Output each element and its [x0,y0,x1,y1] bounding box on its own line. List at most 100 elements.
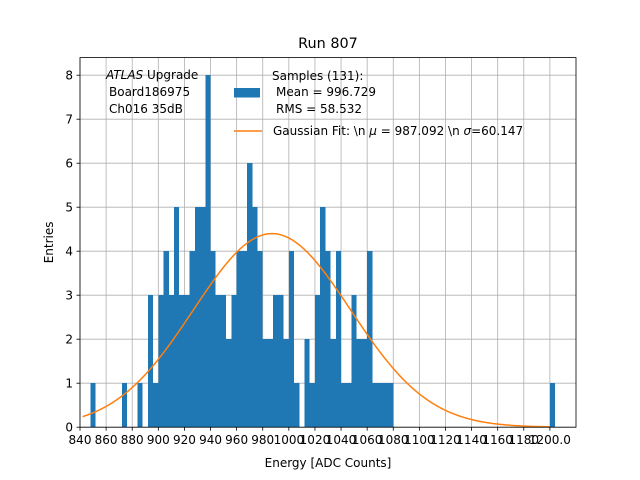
x-tick-label: 1100 [404,433,435,447]
info-annotation: ATLAS Upgrade Board186975 Ch016 35dB [105,68,198,116]
histogram-bar [147,295,154,428]
histogram-bar [382,383,389,428]
histogram-bar [231,295,237,428]
histogram-bar [325,251,331,428]
histogram-bars [90,75,556,428]
legend-fit-suffix: =60.147 [471,124,523,138]
histogram-bar [267,339,274,428]
histogram-bar [257,251,263,428]
histogram-bar [377,383,383,428]
histogram-bar [200,207,206,428]
histogram-bar [179,295,185,428]
gaussian-fit-curve [82,232,550,428]
histogram-bar [90,383,96,428]
y-axis-label: Entries [42,222,56,264]
histogram-bar [121,383,127,428]
annotation-board: Board186975 [109,85,190,99]
x-tick-label: 980 [251,433,274,447]
legend-fit-mid: = 987.092 \n [377,124,464,138]
histogram-bar [356,339,362,428]
x-tick-label: 1000 [274,433,305,447]
histogram-bar [168,295,174,428]
legend-fit-label: Gaussian Fit: \n μ = 987.092 \n σ=60.147 [273,124,523,138]
histogram-bar [330,339,336,428]
y-tick-label: 1 [65,377,73,391]
annotation-line-experiment: ATLAS Upgrade [105,68,198,82]
y-tick-label: 8 [65,69,73,83]
histogram-bar [304,339,310,428]
histogram-bar [549,383,556,428]
histogram-bar [361,339,368,428]
x-tick-label: 920 [173,433,196,447]
histogram-bar [320,207,326,428]
x-tick-label: 1180 [509,433,540,447]
histogram-bar [184,295,190,428]
plot-frame [79,57,577,428]
x-tick-label: 880 [121,433,144,447]
y-tick-label: 5 [65,201,73,215]
histogram-bar [252,207,258,428]
histogram-bar [283,339,289,428]
x-tick-label: 1160 [482,433,513,447]
annotation-experiment-suffix: Upgrade [143,68,198,82]
histogram-bar [210,251,216,428]
histogram-bar [288,251,295,428]
histogram-bar [273,295,279,428]
legend-samples-mean: Mean = 996.729 [276,85,376,99]
histogram-bar [215,295,221,428]
x-axis-ticks: 840 860 880 900 920 940 960 980 1000102010401060… [69,427,571,447]
chart-title: Run 807 [298,36,358,52]
x-axis-label: Energy [ADC Counts] [265,456,392,470]
y-tick-label: 7 [65,113,73,127]
x-tick-label: 960 [225,433,248,447]
histogram-bar [241,251,248,428]
legend-samples-count: Samples (131): [272,69,363,83]
legend-samples-rms: RMS = 58.532 [276,102,362,116]
histogram-bar [335,251,342,428]
histogram-bar [314,295,321,428]
x-tick-label: 1020 [300,433,331,447]
histogram-bar [220,295,227,428]
y-axis-ticks: 0 1 2 3 4 5 6 7 8 [65,69,80,435]
histogram-bar [346,383,352,428]
legend-fit-mu-symbol: μ [368,124,377,138]
legend: Samples (131): Mean = 996.729 RMS = 58.5… [234,69,523,138]
histogram-bar [153,383,159,428]
histogram-bar [205,75,211,428]
histogram-bar [388,383,394,428]
histogram-bar [189,251,195,428]
y-tick-label: 6 [65,157,73,171]
histogram-bar [294,383,300,428]
legend-samples-swatch [234,88,260,98]
histogram-bar [372,383,378,428]
histogram-bar [236,251,242,428]
histogram-bar [278,295,284,428]
histogram-bar [341,383,347,428]
histogram-bar [163,251,169,428]
y-tick-label: 2 [65,333,73,347]
histogram-bar [194,207,201,428]
x-tick-label: 1140 [456,433,487,447]
annotation-channel: Ch016 35dB [109,102,183,116]
histogram-bar [262,339,268,428]
x-tick-label: 1080 [378,433,409,447]
histogram-bar [137,383,143,428]
y-tick-label: 4 [65,245,73,259]
x-tick-label: 900 [147,433,170,447]
y-tick-label: 3 [65,289,73,303]
histogram-bar [309,383,315,428]
histogram-bar [158,295,164,428]
x-tick-label: 860 [95,433,118,447]
annotation-experiment: ATLAS [105,68,144,82]
x-tick-label: 1060 [352,433,383,447]
histogram-bar [351,295,357,428]
y-tick-label: 0 [65,421,73,435]
x-tick-label: 840 [69,433,92,447]
legend-fit-prefix: Gaussian Fit: \n [273,124,369,138]
histogram-bar [247,163,253,428]
histogram-bar [226,339,232,428]
legend-fit-sigma-symbol: σ [464,124,472,138]
x-tick-label: 1040 [326,433,357,447]
x-tick-label: 1200.0 [529,433,571,447]
